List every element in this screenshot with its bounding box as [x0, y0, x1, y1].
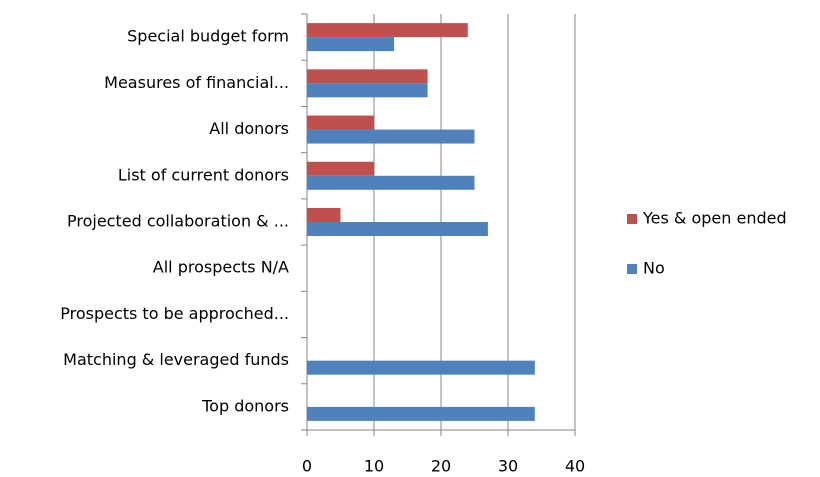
x-tick-label: 10 — [364, 457, 384, 476]
legend-swatch — [627, 214, 637, 224]
bar — [307, 175, 475, 190]
x-tick-label: 30 — [498, 457, 518, 476]
bar — [307, 161, 374, 176]
bar — [307, 115, 374, 130]
y-tick-label: Measures of financial... — [104, 73, 289, 92]
x-tick-label: 40 — [565, 457, 585, 476]
bar — [307, 208, 341, 222]
bar — [307, 23, 468, 38]
legend-label: Yes & open ended — [642, 209, 787, 228]
legend-label: No — [643, 259, 665, 278]
y-tick-label: Prospects to be approched... — [60, 304, 289, 323]
bar — [307, 83, 428, 98]
y-tick-label: Matching & leveraged funds — [63, 350, 289, 369]
y-tick-label: Projected collaboration & ... — [67, 212, 289, 231]
legend-swatch — [627, 264, 637, 274]
bar — [307, 37, 395, 52]
y-tick-label: Top donors — [201, 396, 289, 415]
y-tick-label: All donors — [209, 119, 289, 138]
bar — [307, 129, 475, 144]
bar — [307, 222, 488, 236]
bar — [307, 69, 428, 84]
bar — [307, 360, 535, 375]
y-tick-label: Special budget form — [127, 27, 289, 46]
y-tick-label: List of current donors — [118, 165, 289, 184]
x-tick-label: 20 — [431, 457, 451, 476]
bar — [307, 406, 535, 421]
x-tick-label: 0 — [302, 457, 312, 476]
y-tick-label: All prospects N/A — [153, 258, 289, 277]
